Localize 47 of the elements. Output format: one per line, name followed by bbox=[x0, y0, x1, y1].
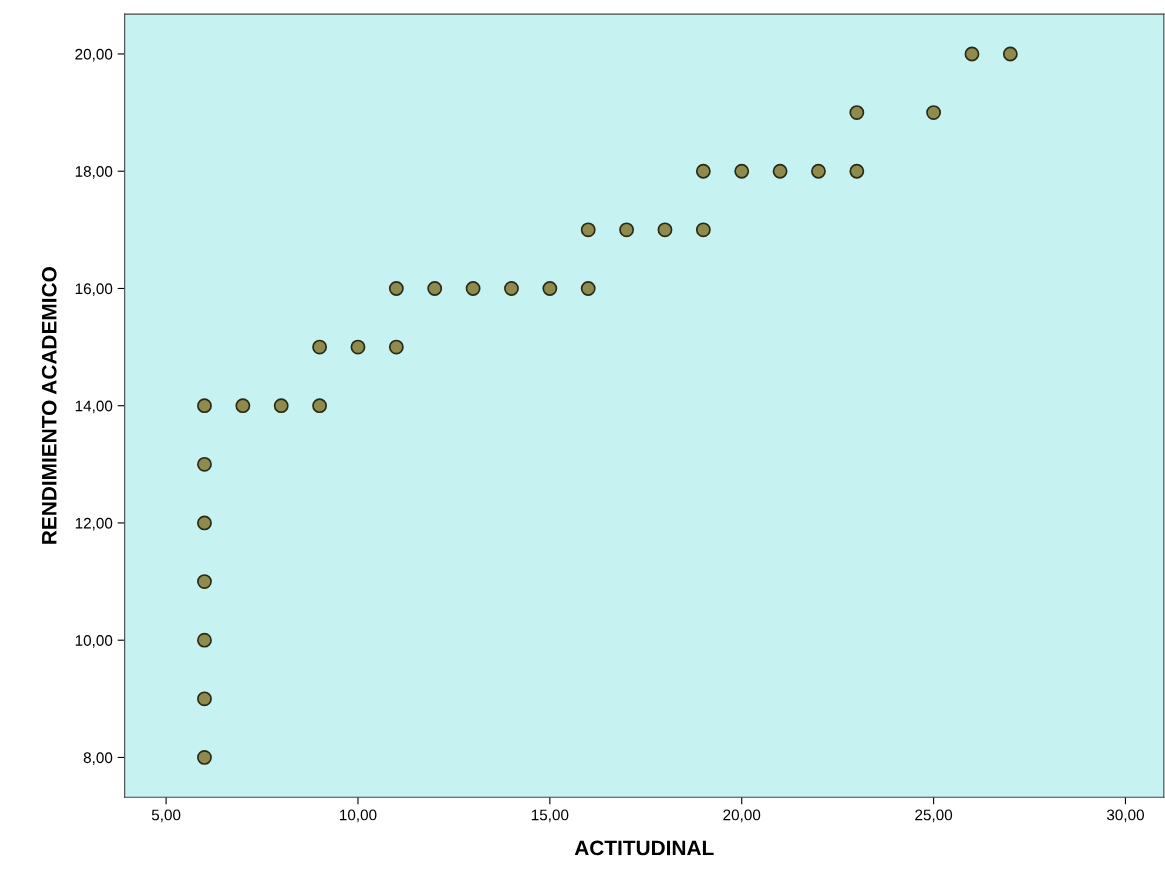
x-tick-label: 15,00 bbox=[531, 809, 569, 823]
point bbox=[657, 222, 673, 238]
x-axis-title: ACTITUDINAL bbox=[574, 840, 714, 856]
point bbox=[197, 456, 212, 472]
x-tick-label: 10,00 bbox=[340, 809, 377, 823]
y-tick-label: 20,00 bbox=[75, 48, 113, 62]
y-tick-label: 18,00 bbox=[75, 166, 113, 179]
point bbox=[350, 339, 366, 355]
point bbox=[580, 281, 596, 296]
y-tick-label: 8,00 bbox=[83, 752, 113, 765]
point bbox=[427, 281, 443, 296]
point bbox=[1002, 46, 1018, 62]
y-tick-label: 12,00 bbox=[75, 517, 113, 531]
point bbox=[926, 105, 942, 121]
y-axis-title: RENDIMIENTO ACADEMICO bbox=[41, 267, 57, 544]
point bbox=[312, 339, 328, 355]
y-tick-label: 16,00 bbox=[75, 283, 113, 296]
point bbox=[197, 574, 212, 589]
point bbox=[235, 398, 251, 414]
y-tick-label: 14,00 bbox=[75, 400, 113, 414]
point bbox=[465, 281, 481, 296]
point bbox=[197, 750, 212, 765]
point bbox=[772, 163, 788, 179]
x-tick-label: 5,00 bbox=[151, 809, 181, 823]
point bbox=[312, 398, 328, 414]
point bbox=[811, 163, 826, 179]
point bbox=[388, 281, 404, 296]
y-tick-label: 10,00 bbox=[75, 635, 113, 648]
point bbox=[580, 222, 596, 238]
x-tick-label: 20,00 bbox=[723, 809, 761, 823]
point bbox=[695, 222, 711, 238]
point bbox=[849, 163, 865, 179]
point bbox=[964, 46, 980, 62]
point bbox=[619, 222, 635, 238]
point bbox=[197, 691, 212, 707]
point bbox=[273, 398, 289, 414]
point bbox=[849, 105, 865, 121]
point bbox=[542, 281, 558, 296]
point bbox=[197, 515, 212, 531]
point bbox=[197, 632, 212, 648]
point bbox=[695, 163, 711, 179]
point bbox=[197, 398, 212, 414]
point bbox=[388, 339, 404, 355]
point bbox=[734, 163, 750, 179]
x-tick-label: 25,00 bbox=[915, 809, 953, 823]
point bbox=[504, 281, 519, 296]
x-tick-label: 30,00 bbox=[1106, 809, 1144, 823]
